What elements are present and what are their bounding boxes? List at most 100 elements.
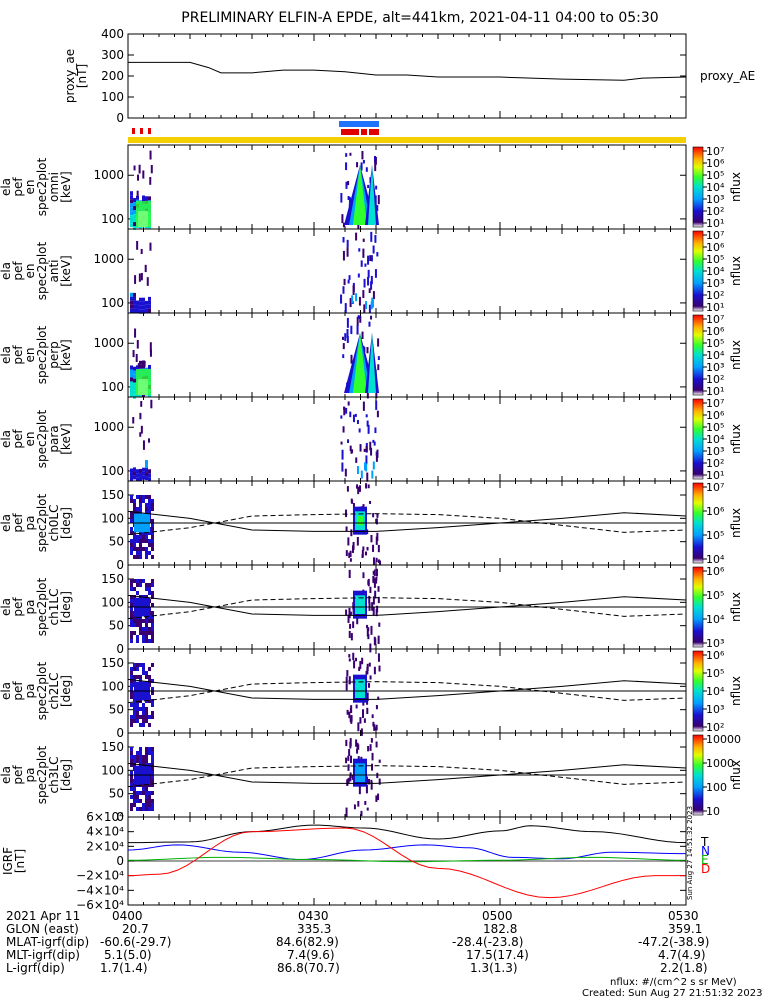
spectrogram-speckle [340, 415, 343, 419]
spectrogram-pixel [148, 304, 151, 309]
spectrogram-speckle [366, 663, 369, 671]
spectrogram-speckle [375, 741, 378, 748]
spectrogram-pixel [139, 547, 142, 551]
spectrogram-speckle [366, 389, 369, 399]
spectrogram-pixel [136, 715, 139, 719]
spectrogram-speckle [347, 537, 350, 546]
spectrogram-speckle [355, 293, 358, 302]
anti-loss-cone-line [127, 597, 687, 620]
ylabel-line: ch0LC [47, 505, 61, 542]
spectrogram-pixel [142, 711, 145, 715]
glon-label: GLON (east) [6, 922, 79, 936]
spectrogram-speckle [341, 214, 344, 224]
spectrogram-pixel [145, 635, 148, 639]
spectrogram-pixel [133, 535, 136, 539]
ylabel-line: spec2plot [35, 661, 49, 720]
spectrogram-pixel [151, 503, 154, 507]
spectrogram-speckle [360, 260, 363, 267]
spectrogram-speckle [367, 269, 370, 278]
spectrogram-pixel [130, 603, 133, 607]
ytick-label: 150 [101, 740, 124, 754]
spectrogram-pixel [136, 719, 139, 723]
colorbar [692, 482, 704, 564]
spectrogram-speckle [362, 699, 365, 706]
spectrogram-pixel [130, 543, 133, 547]
colorbar-tick-label: 10⁷ [706, 145, 724, 158]
spectrogram-pixel [133, 378, 136, 383]
ylabel-line: proxy_ae [63, 49, 77, 103]
ylabel-line: ela [0, 682, 13, 700]
spectrogram-pixel [130, 215, 133, 220]
spectrogram-core [368, 165, 376, 225]
spectrogram-speckle [369, 643, 372, 653]
spectrogram-speckle [368, 304, 371, 313]
spectrogram-speckle [149, 342, 152, 353]
spectrogram-pixel [136, 365, 139, 370]
ytick-label: 1000 [93, 336, 124, 350]
spectrogram-pixel [148, 723, 151, 727]
spectrogram-core [353, 333, 367, 393]
spectrogram-pixel [151, 663, 154, 667]
spectrogram-pixel [133, 803, 136, 807]
spectrogram-pixel [151, 631, 154, 635]
colorbar-tick-label: 10³ [706, 445, 724, 458]
spectrogram-pixel [136, 304, 139, 309]
spectrogram-speckle [355, 232, 358, 241]
spectrogram-pixel [145, 308, 148, 313]
spectrogram-pixel [133, 499, 136, 503]
spectrogram-speckle [365, 483, 368, 489]
spectrogram-speckle [359, 717, 362, 724]
spectrogram-pixel [130, 199, 133, 204]
spectrogram-pixel [130, 715, 133, 719]
spectrogram-pixel [130, 583, 133, 587]
spectrogram-speckle [347, 766, 350, 771]
spectrogram-pixel [151, 583, 154, 587]
ytick-label: 150 [101, 656, 124, 670]
colorbar-tick-label: 10⁷ [706, 313, 724, 326]
spectrogram-speckle [372, 461, 375, 470]
spectrogram-speckle [367, 424, 370, 434]
spectrogram-speckle [348, 658, 351, 662]
ytick-label: 100 [101, 679, 124, 693]
spectrogram-speckle [138, 273, 141, 282]
spectrogram-pixel [145, 535, 148, 539]
spectrogram-speckle [362, 401, 365, 411]
spectrogram-pixel [142, 755, 145, 759]
spectrogram-pixel [130, 803, 133, 807]
spectrogram-pixel [136, 619, 139, 623]
spectrogram-pixel [130, 771, 133, 775]
spectrogram-pixel [139, 539, 142, 543]
spectrogram-pixel [142, 715, 145, 719]
spectrogram-pixel [133, 210, 136, 215]
spectrogram-pixel [142, 627, 145, 631]
ytick-label: 0 [116, 810, 124, 824]
spectrogram-pixel [130, 223, 133, 228]
panel-frame [127, 312, 687, 398]
spectrogram-pixel [133, 699, 136, 703]
spectrogram-pixel [130, 207, 133, 212]
spectrogram-pixel [145, 464, 148, 469]
mlt-value-0: 5.1(5.0) [104, 948, 152, 962]
spectrogram-speckle [366, 624, 369, 629]
colorbar-tick-label: 10³ [706, 193, 724, 206]
spectrogram-pixel [133, 783, 136, 787]
spectrogram-pixel [148, 296, 151, 301]
spectrogram-pixel [136, 551, 139, 555]
mlat-value-2: -28.4(-23.8) [452, 935, 524, 949]
spectrogram-pixel [133, 507, 136, 511]
colorbar-tick-label: 10² [706, 289, 724, 302]
spectrogram-pixel [130, 211, 133, 216]
spectrogram-pixel [145, 719, 148, 723]
spectrogram-pixel [130, 511, 133, 515]
spectrogram-speckle [373, 557, 376, 566]
spectrogram-speckle [348, 680, 351, 685]
spectrogram-pixel [145, 671, 148, 675]
spectrogram-pixel [133, 703, 136, 707]
spectrogram-pixel [142, 671, 145, 675]
spectrogram-speckle [345, 739, 348, 747]
spectrogram-pixel [139, 619, 142, 623]
spectrogram-pixel [148, 308, 151, 313]
ylabel-line: pef [11, 597, 25, 617]
spectrogram-speckle [370, 447, 373, 456]
spectrogram-speckle [132, 417, 135, 424]
